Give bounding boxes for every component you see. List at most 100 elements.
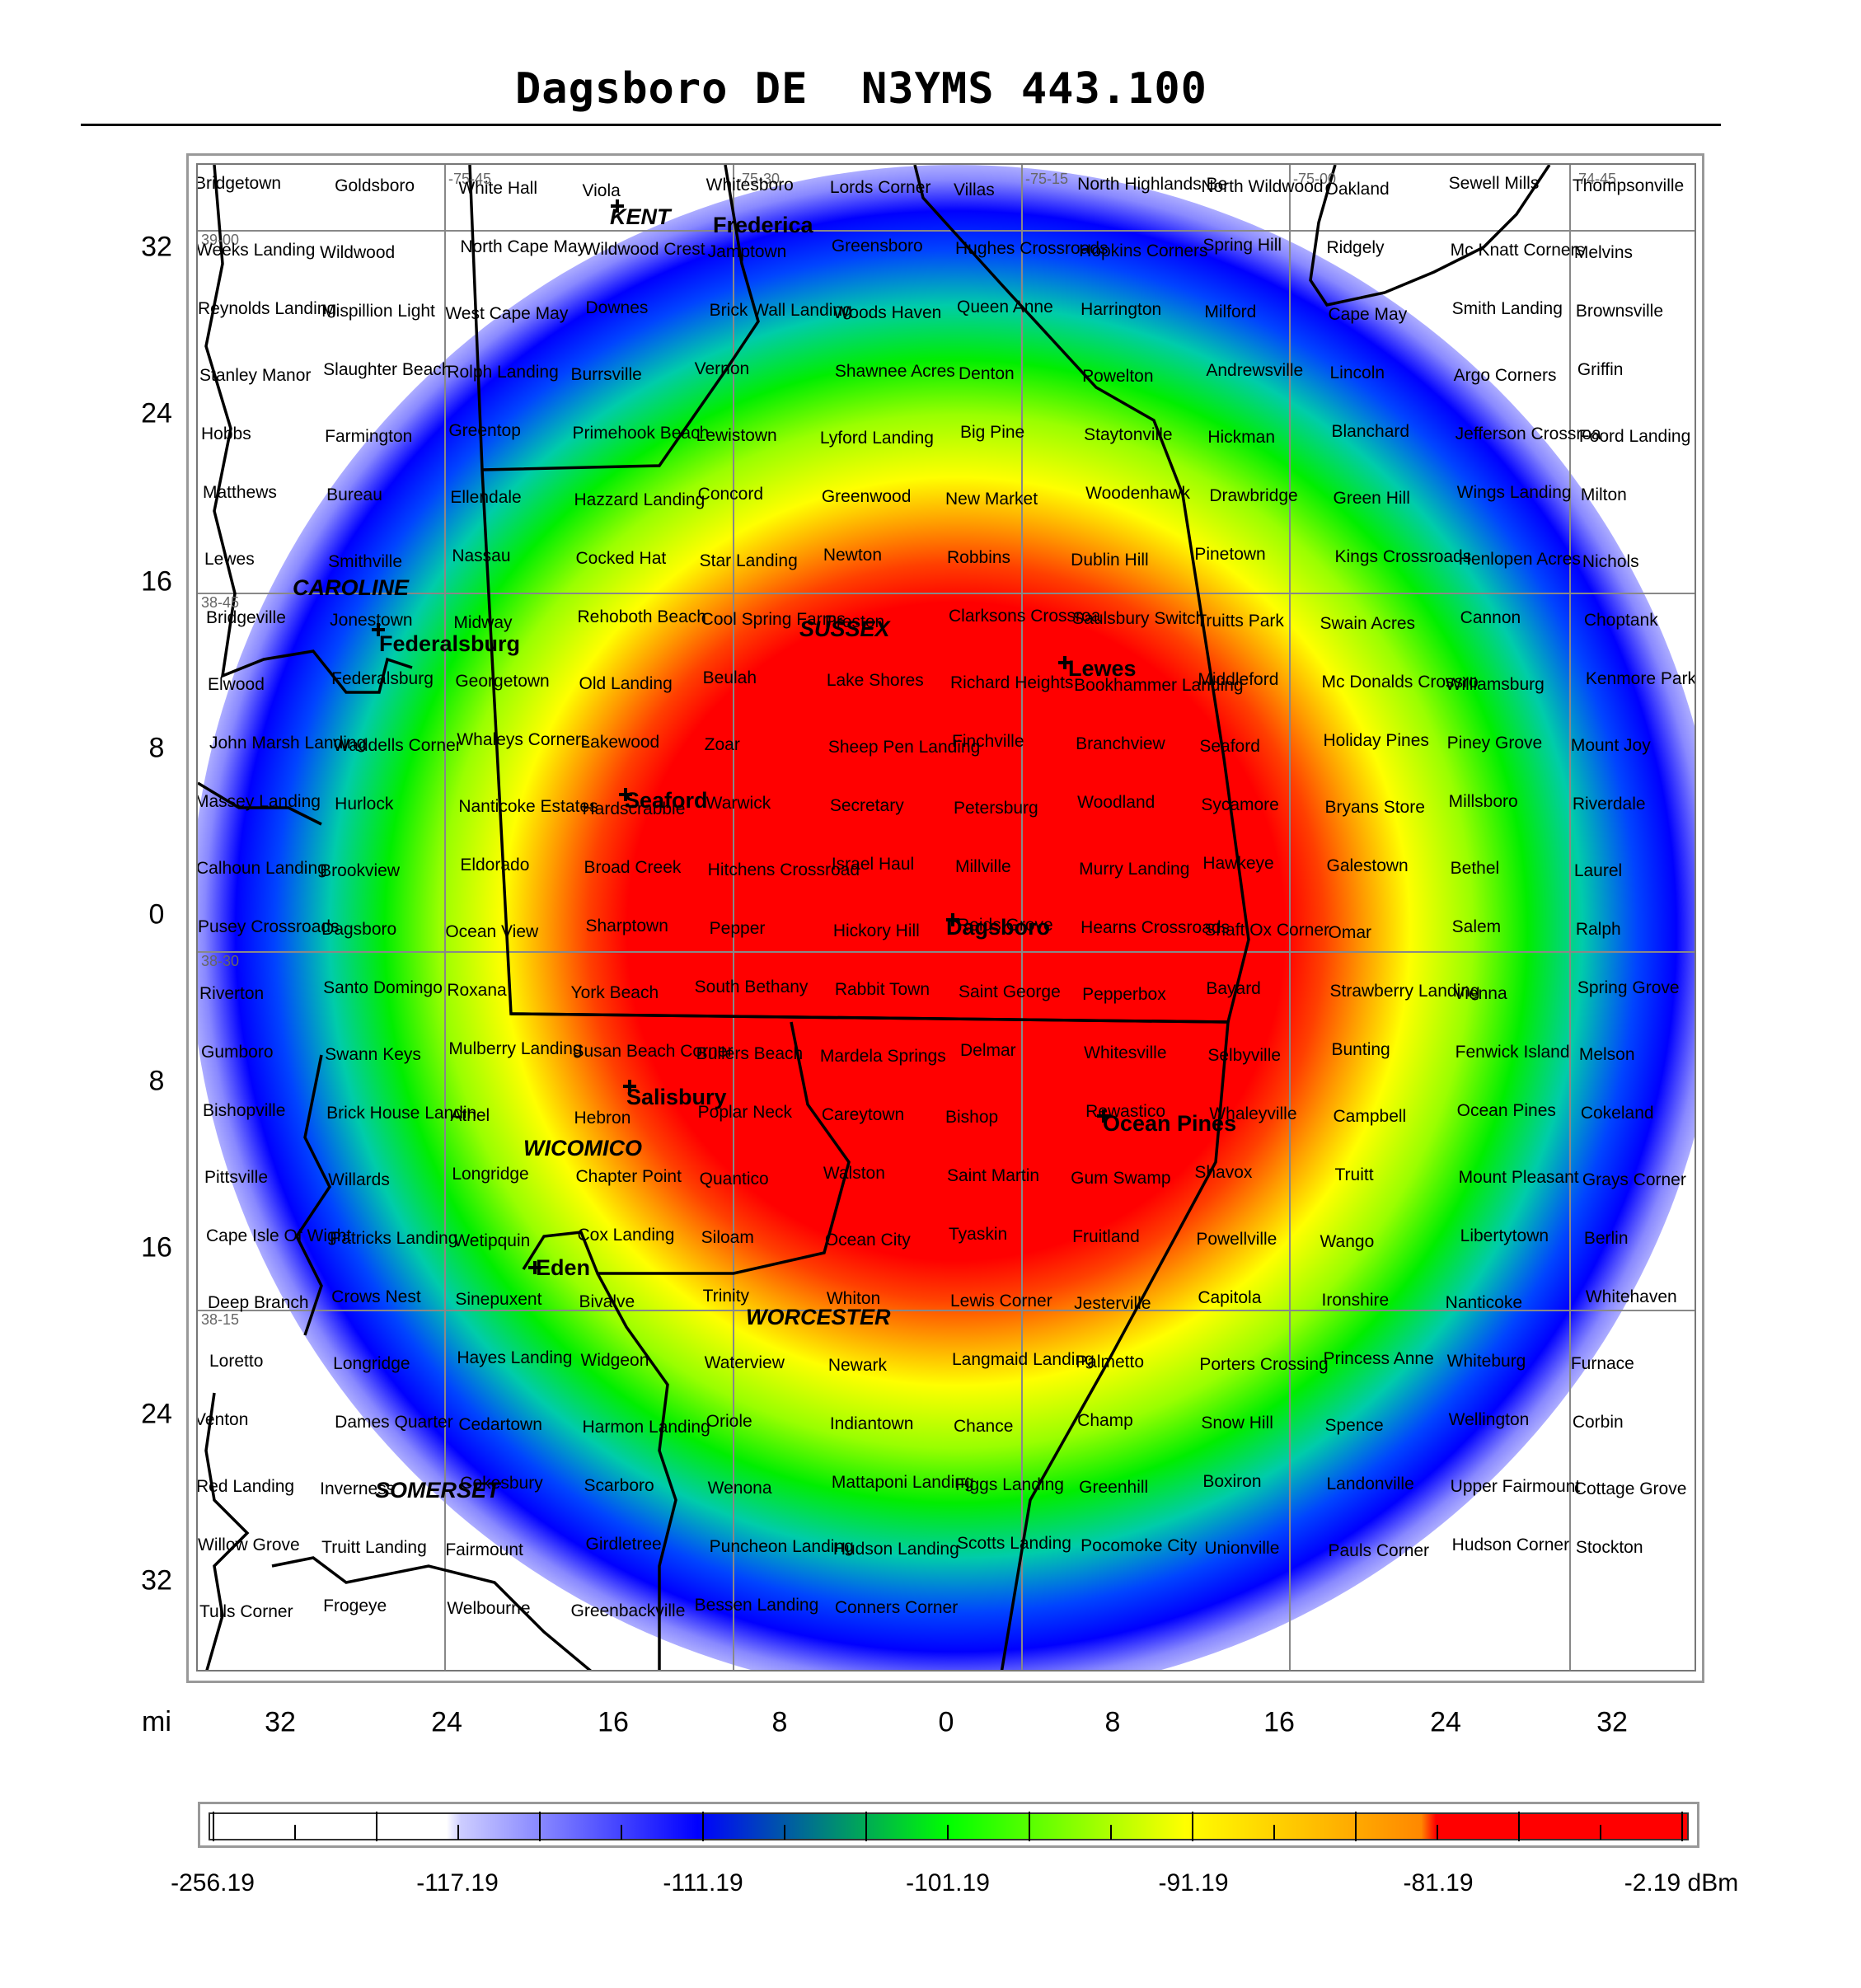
place-label: Chance [954,1417,1014,1436]
place-label: Athel [450,1106,490,1125]
place-label: Shavox [1194,1163,1253,1182]
place-label: Mattaponi Landing [831,1473,974,1492]
legend-tick [784,1825,785,1840]
place-label: Salem [1451,917,1502,936]
place-label: Bivalve [579,1292,635,1311]
town-label: Ocean Pines [1103,1111,1237,1136]
place-label: Spence [1324,1416,1384,1435]
place-label: Riverton [199,984,265,1003]
place-label: Swann Keys [325,1045,421,1064]
place-label: Santo Domingo [323,978,443,997]
place-label: Jesterville [1074,1294,1151,1313]
place-label: Spring Grove [1577,978,1680,997]
grid-coordinate-label: -75-15 [1025,171,1069,187]
place-label: Harmon Landing [582,1418,710,1437]
place-label: Piney Grove [1446,734,1543,753]
place-label: Newark [827,1356,888,1375]
place-label: Dagsboro [321,920,397,939]
place-label: Quantico [699,1170,769,1189]
legend-color-bar [209,1812,1689,1840]
place-label: Milton [1580,485,1627,504]
place-label: Roxana [447,981,507,1000]
place-label: Mount Pleasant [1458,1168,1579,1187]
place-label: Bessen Landing [694,1596,819,1615]
place-label: Saulsbury Switch [1072,609,1206,628]
place-label: Hobbs [201,424,251,443]
place-label: Cokesbury [460,1474,543,1493]
place-label: Sewell Mills [1448,174,1540,193]
place-label: Smithville [328,552,403,571]
place-label: Pocomoke City [1081,1536,1198,1555]
place-label: Sycamore [1201,795,1279,814]
legend-value-label: -111.19 [663,1869,743,1897]
county-label: CAROLINE [293,575,409,600]
place-label: Federalsburg [331,669,434,688]
y-tick-label: 0 [148,898,165,931]
county-label: WICOMICO [523,1136,642,1160]
place-label: Argo Corners [1453,366,1557,385]
place-label: Brownsville [1575,302,1664,321]
town-label: Seaford [625,788,708,813]
place-label: Greenhill [1079,1478,1149,1497]
place-label: Pittsville [204,1168,269,1187]
place-label: Pusey Crossroads [198,917,340,936]
coverage-map: KENT CAROLINE SUSSEX WICOMICO WORCESTER SOMER… [196,163,1696,1672]
place-label: Rewastico [1085,1102,1166,1121]
place-label: Ocean Pines [1456,1101,1556,1120]
place-label: Grays Corner [1582,1170,1686,1189]
place-label: Primehook Beach [572,424,710,443]
place-label: Delmar [960,1041,1016,1060]
place-label: Fruitland [1072,1227,1140,1246]
place-label: Scarboro [584,1476,654,1495]
place-label: Burrsville [570,365,642,384]
town-markers [372,199,1110,1274]
grid-coordinate-label: -75-45 [448,171,492,187]
place-label: Bunting [1331,1040,1390,1059]
place-label: Ellendale [450,488,522,507]
place-label: Georgetown [455,672,550,691]
place-label: Robbins [947,548,1011,567]
place-label: Hughes Crossroads [955,239,1109,258]
place-label: Hearns Crossroads [1081,918,1231,937]
place-label: Villas [954,181,995,199]
place-label: Melvins [1573,243,1634,262]
place-label: Wings Landing [1456,483,1572,502]
place-label: Green Hill [1333,489,1410,508]
place-label: Secretary [829,796,904,815]
place-label: Calhoun Landing [196,859,327,878]
place-label: Whitesville [1084,1043,1167,1062]
place-label: Waddells Corner [333,736,462,755]
place-label: Fairmount [445,1540,523,1559]
place-label: Cocked Hat [575,549,667,568]
place-label: Lewis Corner [950,1292,1052,1310]
x-tick-label: 32 [1596,1706,1628,1738]
map-title: Dagsboro DE N3YMS 443.100 [515,64,1207,114]
place-label: Truitt Landing [321,1538,427,1557]
place-label: York Beach [570,983,659,1002]
place-label: Hickory Hill [832,921,920,940]
place-label: Hudson Corner [1451,1536,1570,1554]
place-label: Queen Anne [957,298,1053,316]
place-label: Poplar Neck [697,1103,793,1122]
place-label: Riverdale [1572,795,1646,813]
place-label: Gumboro [201,1043,274,1062]
place-label: Palmetto [1076,1353,1145,1371]
place-label: Inverness [320,1479,396,1498]
place-label: Henlopen Acres [1458,550,1581,569]
place-label: Kings Crossroads [1334,547,1472,566]
legend-value-label: -91.19 [1158,1869,1229,1897]
place-label: Drawbridge [1209,486,1298,505]
place-label: Jamptown [707,242,787,261]
town-label: Dagsboro [946,915,1051,940]
place-label: Bishopville [203,1101,286,1120]
place-label: Oriole [705,1412,752,1431]
x-tick-label: 8 [1104,1706,1121,1738]
y-tick-label: 32 [141,1564,172,1596]
place-label: Lincoln [1329,363,1385,382]
place-label: Whitesboro [705,176,794,195]
place-label: Wenona [707,1479,772,1498]
place-label: Viola [582,181,621,200]
county-label: WORCESTER [746,1305,891,1329]
place-label: Sharptown [585,917,668,935]
place-label: Denton [959,364,1015,383]
